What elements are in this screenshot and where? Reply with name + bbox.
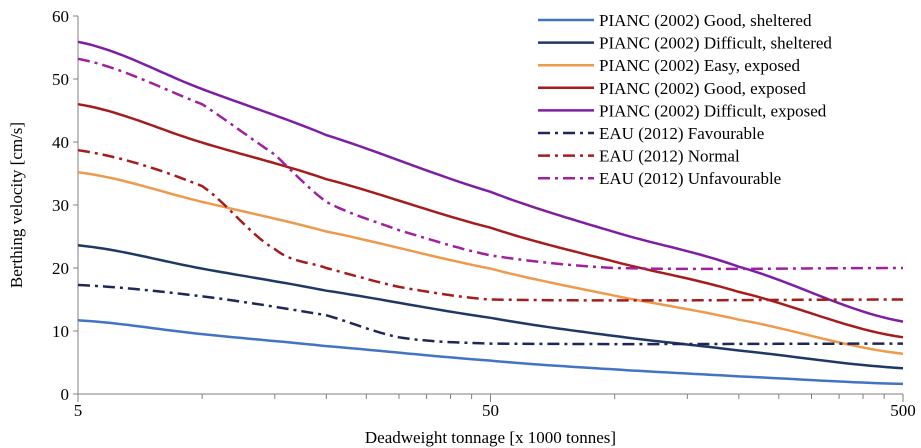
- legend-label: EAU (2012) Normal: [599, 147, 740, 166]
- series-line-7: [77, 148, 903, 302]
- legend-label: EAU (2012) Unfavourable: [599, 169, 781, 188]
- x-axis-title: Deadweight tonnage [x 1000 tonnes]: [365, 428, 616, 447]
- legend-label: PIANC (2002) Easy, exposed: [599, 56, 800, 75]
- y-tick-label: 50: [52, 70, 69, 89]
- axis-ticks: 0 10 20 30 40 50 60 5 50 500: [52, 7, 916, 420]
- x-tick-label: 50: [482, 401, 499, 420]
- series-line-2: [77, 244, 904, 370]
- series-line-4: [77, 102, 904, 339]
- series-line-1: [77, 319, 904, 386]
- series-line-8: [77, 57, 903, 271]
- series-line-5: [77, 40, 904, 323]
- y-axis-title: Berthing velocity [cm/s]: [7, 122, 26, 288]
- series-lines: [77, 40, 904, 386]
- y-tick-label: 40: [52, 133, 69, 152]
- legend-label: PIANC (2002) Difficult, exposed: [599, 101, 827, 120]
- y-tick-label: 60: [52, 7, 69, 26]
- legend-label: PIANC (2002) Good, sheltered: [599, 11, 812, 30]
- legend: PIANC (2002) Good, sheltered PIANC (2002)…: [538, 11, 832, 188]
- x-tick-label: 500: [890, 401, 916, 420]
- y-tick-label: 0: [61, 385, 70, 404]
- y-tick-label: 10: [52, 322, 69, 341]
- legend-label: PIANC (2002) Good, exposed: [599, 79, 806, 98]
- series-line-6: [77, 283, 903, 346]
- y-tick-label: 30: [52, 196, 69, 215]
- x-tick-label: 5: [74, 401, 83, 420]
- y-tick-label: 20: [52, 259, 69, 278]
- series-line-3: [77, 170, 904, 355]
- legend-label: PIANC (2002) Difficult, sheltered: [599, 34, 832, 53]
- legend-label: EAU (2012) Favourable: [599, 124, 764, 143]
